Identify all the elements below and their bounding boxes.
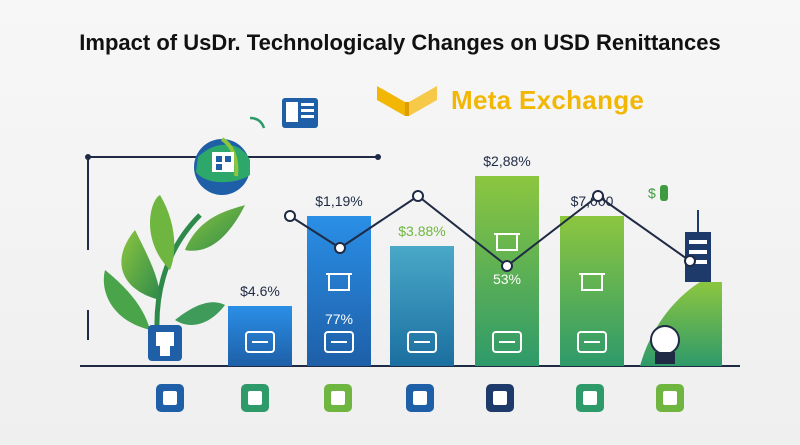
arrow-icon bbox=[249, 116, 266, 129]
bar-inner-label: 53% bbox=[493, 271, 521, 287]
trend-point bbox=[684, 255, 696, 267]
house-icon bbox=[324, 384, 352, 412]
brand-logo: Meta Exchange bbox=[375, 80, 644, 120]
bar bbox=[228, 306, 292, 366]
plant-illustration bbox=[103, 195, 245, 361]
brand-mark-icon bbox=[377, 86, 437, 116]
brand-name: Meta Exchange bbox=[451, 84, 645, 115]
bar-value-label: $2,88% bbox=[483, 153, 530, 169]
city-icon bbox=[577, 331, 607, 353]
trend-point bbox=[334, 242, 346, 254]
trend-point bbox=[501, 260, 513, 272]
trend-point bbox=[284, 210, 296, 222]
trend-line bbox=[289, 194, 691, 268]
bar-value-label: $3.88% bbox=[398, 223, 445, 239]
bank-icon bbox=[324, 331, 354, 353]
building-icon bbox=[494, 233, 520, 251]
bottom-icons-layer bbox=[156, 384, 684, 412]
smartphone-icon bbox=[406, 384, 434, 412]
person-walking-icon bbox=[407, 331, 437, 353]
bar-value-label: $4.6% bbox=[240, 283, 280, 299]
trend-line-layer bbox=[284, 190, 696, 272]
store-icon bbox=[486, 384, 514, 412]
axis-dot bbox=[375, 154, 381, 160]
trend-point bbox=[412, 190, 424, 202]
chart-title: Impact of UsDr. Technologicaly Changes o… bbox=[79, 30, 721, 55]
bar-inner-label: 77% bbox=[325, 311, 353, 327]
bar bbox=[390, 246, 454, 366]
building-icon bbox=[326, 273, 352, 291]
building-icon bbox=[579, 273, 605, 291]
handshake-icon bbox=[576, 384, 604, 412]
dispenser-icon bbox=[156, 384, 184, 412]
mortarboard-icon bbox=[241, 384, 269, 412]
bank-building-icon bbox=[492, 331, 522, 353]
globe-icon bbox=[194, 137, 250, 195]
keyboard-icon bbox=[245, 331, 275, 353]
money-bag-icon bbox=[656, 384, 684, 412]
bars-layer: $4.6%$1,19%77%$3.88%$2,88%53%$7,000 bbox=[228, 153, 624, 366]
dollar-sign-icon: $ bbox=[648, 185, 668, 201]
document-icon bbox=[282, 98, 318, 128]
tower-illustration bbox=[640, 210, 722, 366]
svg-text:$: $ bbox=[648, 185, 656, 201]
bar-value-label: $1,19% bbox=[315, 193, 362, 209]
trend-point bbox=[592, 190, 604, 202]
